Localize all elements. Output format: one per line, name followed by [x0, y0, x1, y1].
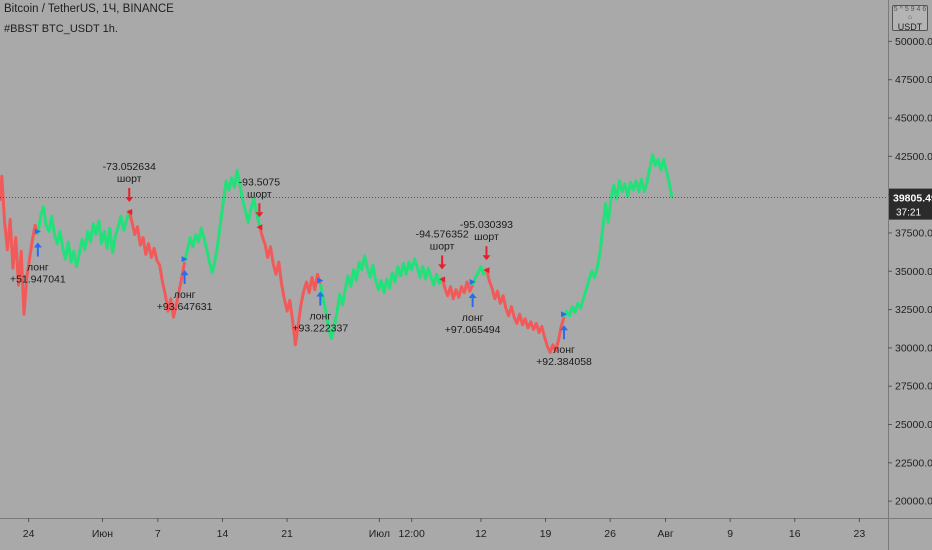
- x-tick-label: 16: [789, 528, 801, 540]
- symbol-title[interactable]: Bitcoin / TetherUS, 1Ч, BINANCE: [4, 3, 174, 15]
- x-tick-label: 14: [217, 528, 229, 540]
- arrow-down-head-icon: [482, 255, 491, 261]
- x-tick-label: 9: [727, 528, 733, 540]
- marker-long-4: лонг+93.222337: [292, 277, 348, 335]
- series-short-6: [440, 277, 474, 301]
- marker-label: -93.5075: [239, 176, 281, 188]
- marker-label: +93.647631: [157, 301, 213, 313]
- x-tick-label: 23: [854, 528, 866, 540]
- marker-long-8: лонг+92.384058: [536, 311, 592, 368]
- currency-button[interactable]: 5 ^ 5 9 4 6 ⌂ USDT: [892, 5, 928, 32]
- marker-label: +93.222337: [292, 323, 348, 335]
- x-tick-label: Июл: [369, 528, 390, 540]
- entry-flag-icon: [126, 208, 133, 215]
- marker-label: +97.065494: [445, 324, 501, 336]
- marker-label: -95.030393: [460, 219, 513, 231]
- marker-label: лонг: [27, 261, 49, 273]
- marker-label: -94.576352: [416, 228, 469, 240]
- arrow-up-head-icon: [180, 270, 189, 276]
- series-long-3: [183, 168, 261, 275]
- marker-long-0: лонг+51.947041: [10, 228, 66, 285]
- series-short-8: [485, 267, 566, 354]
- x-tick-label: 12: [475, 528, 487, 540]
- entry-flag-icon: [561, 311, 567, 318]
- x-tick-label: 26: [604, 528, 616, 540]
- marker-long-2: лонг+93.647631: [157, 256, 213, 313]
- y-tick-label: 20000.00: [895, 496, 932, 508]
- y-tick-label: 37500.00: [895, 227, 932, 239]
- y-tick-label: 30000.00: [895, 342, 932, 354]
- arrow-down-head-icon: [125, 196, 134, 202]
- arrow-up-head-icon: [33, 242, 42, 248]
- y-tick-label: 42500.00: [895, 151, 932, 163]
- marker-label: +51.947041: [10, 273, 66, 285]
- entry-flag-icon: [469, 279, 476, 286]
- entry-flag-icon: [181, 256, 188, 263]
- x-tick-label: 19: [540, 528, 552, 540]
- y-tick-label: 47500.00: [895, 74, 932, 86]
- x-tick-label: 7: [155, 528, 161, 540]
- series-short-4: [257, 224, 322, 347]
- entry-flag-icon: [34, 228, 41, 235]
- series-long-1: [36, 205, 131, 269]
- entry-flag-icon: [317, 277, 324, 284]
- arrow-up-head-icon: [316, 291, 325, 297]
- arrow-down-head-icon: [438, 264, 447, 270]
- price-series: [0, 153, 888, 354]
- x-tick-label: Авг: [657, 528, 674, 540]
- x-tick-label: 21: [281, 528, 293, 540]
- arrow-up-head-icon: [468, 293, 477, 299]
- indicator-title[interactable]: #BBST BTC_USDT 1h.: [4, 23, 118, 35]
- series-short-0: [0, 174, 40, 316]
- y-tick-label: 22500.00: [895, 457, 932, 469]
- arrow-down-head-icon: [255, 212, 264, 218]
- bar-countdown-label: 37:21: [896, 208, 921, 219]
- marker-label: шорт: [430, 240, 455, 252]
- series-long-5: [318, 254, 444, 341]
- entry-flag-icon: [483, 267, 490, 274]
- marker-label: шорт: [117, 173, 142, 185]
- y-tick-label: 27500.00: [895, 381, 932, 393]
- y-tick-label: 35000.00: [895, 266, 932, 278]
- marker-label: лонг: [553, 344, 575, 356]
- series-short-2: [127, 209, 187, 319]
- y-tick-label: 25000.00: [895, 419, 932, 431]
- y-tick-label: 50000.00: [895, 36, 932, 48]
- signal-markers: лонг+51.947041-73.052634шортлонг+93.6476…: [10, 161, 592, 368]
- price-tag-bg: [889, 188, 932, 220]
- marker-label: +92.384058: [536, 356, 592, 368]
- series-long-9: [562, 153, 674, 318]
- y-tick-label: 45000.00: [895, 113, 932, 125]
- last-price-tag: 39805.49 37:21: [889, 188, 932, 220]
- entry-flag-icon: [256, 224, 263, 231]
- y-tick-label: 32500.00: [895, 304, 932, 316]
- x-tick-label: 24: [23, 528, 35, 540]
- marker-label: шорт: [474, 231, 499, 243]
- marker-long-6: лонг+97.065494: [445, 279, 501, 336]
- series-long-7: [471, 265, 488, 286]
- marker-label: лонг: [462, 312, 484, 324]
- currency-label: USDT: [897, 22, 923, 32]
- entry-flag-icon: [439, 276, 446, 283]
- marker-label: лонг: [174, 289, 196, 301]
- marker-label: лонг: [309, 311, 331, 323]
- last-price-label: 39805.49: [893, 193, 932, 205]
- x-tick-label: Июн: [92, 528, 113, 540]
- marker-label: -73.052634: [103, 161, 156, 173]
- arrow-up-head-icon: [560, 325, 568, 331]
- x-tick-label: 12:00: [399, 528, 425, 540]
- marker-label: шорт: [247, 188, 272, 200]
